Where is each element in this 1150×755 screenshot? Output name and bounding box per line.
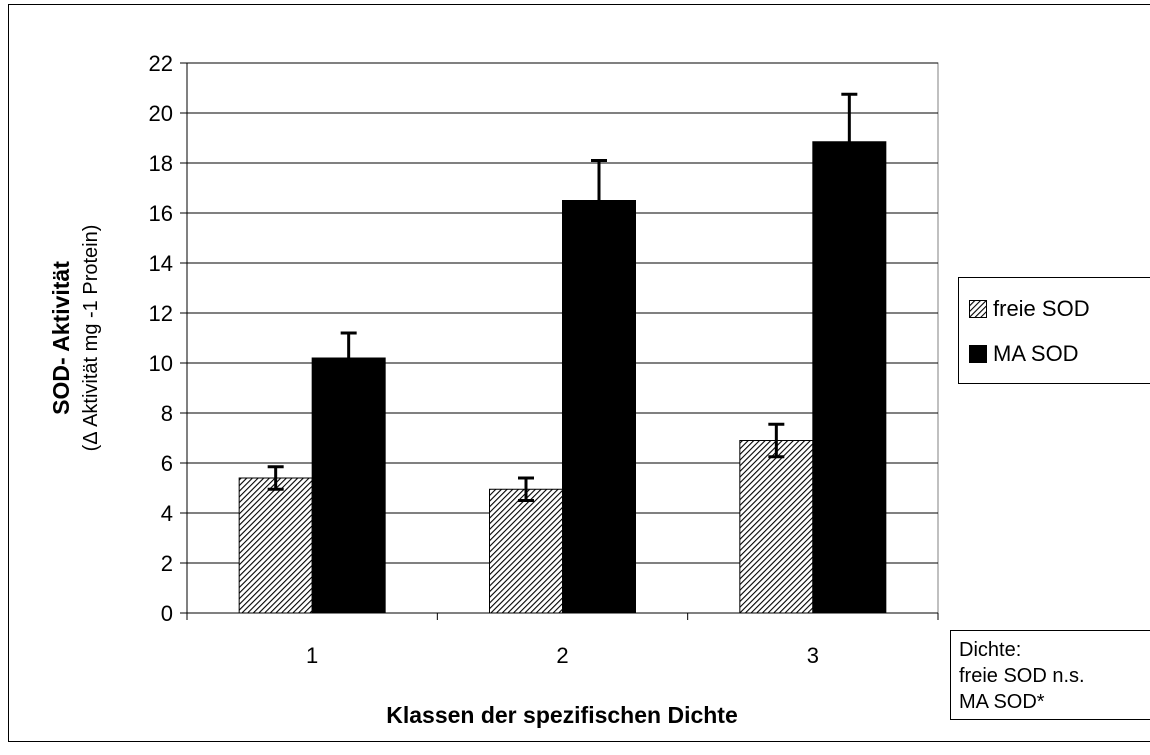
y-tick-label: 18 <box>149 151 173 176</box>
significance-note: Dichte: freie SOD n.s. MA SOD* <box>950 630 1150 720</box>
hatched-swatch-icon <box>969 300 987 318</box>
bar-freie-sod-1 <box>238 477 313 614</box>
x-axis-title: Klassen der spezifischen Dichte <box>386 702 738 728</box>
y-tick-label: 6 <box>161 451 173 476</box>
y-axis-subtitle: (Δ Aktivität mg -1 Protein) <box>80 225 102 452</box>
legend-item-ma-sod: MA SOD <box>969 339 1079 369</box>
legend: freie SOD MA SOD <box>958 277 1150 384</box>
bar-ma-sod-1 <box>311 357 386 614</box>
x-tick-label: 3 <box>807 643 819 668</box>
bars <box>238 141 887 614</box>
solid-swatch-icon <box>969 345 987 363</box>
y-tick-label: 22 <box>149 51 173 76</box>
bar-freie-sod-2 <box>489 488 563 614</box>
y-tick-label: 14 <box>149 251 173 276</box>
x-tick-labels: 1 2 3 <box>306 643 819 668</box>
y-tick-label: 12 <box>149 301 173 326</box>
y-tick-label: 2 <box>161 551 173 576</box>
bar-freie-sod-3 <box>739 440 814 614</box>
legend-label: MA SOD <box>993 341 1079 366</box>
error-bars <box>267 92 858 502</box>
legend-label: freie SOD <box>993 296 1090 321</box>
y-tick-label: 20 <box>149 101 173 126</box>
y-tick-label: 8 <box>161 401 173 426</box>
chart-frame <box>8 4 1150 742</box>
y-tick-label: 10 <box>149 351 173 376</box>
y-axis-title: SOD- Aktivität <box>48 261 74 415</box>
bar-ma-sod-2 <box>562 200 636 614</box>
y-tick-labels: 0 2 4 6 8 10 12 14 16 18 20 22 <box>149 51 173 626</box>
y-tick-label: 16 <box>149 201 173 226</box>
y-tick-label: 0 <box>161 601 173 626</box>
bar-ma-sod-3 <box>812 141 887 614</box>
note-line: MA SOD* <box>959 691 1045 713</box>
x-tick-label: 2 <box>556 643 568 668</box>
x-tick-label: 1 <box>306 643 318 668</box>
legend-item-freie-sod: freie SOD <box>969 294 1090 324</box>
y-tick-label: 4 <box>161 501 173 526</box>
note-line: freie SOD n.s. <box>959 665 1085 687</box>
note-line: Dichte: <box>959 639 1022 661</box>
axes <box>180 62 939 620</box>
